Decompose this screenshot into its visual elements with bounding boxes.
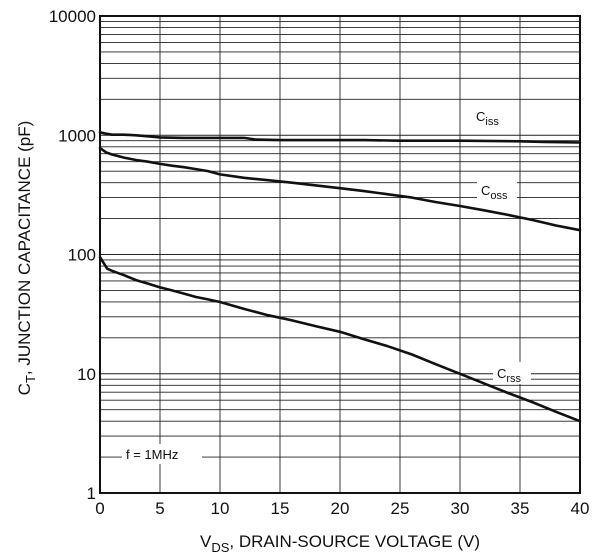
x-axis-title: VDS, DRAIN-SOURCE VOLTAGE (V) <box>200 532 480 552</box>
y-axis-title: CT, JUNCTION CAPACITANCE (pF) <box>15 121 38 396</box>
y-axis-title-sub: T <box>23 375 38 383</box>
series-line-coss <box>98 146 582 232</box>
svg-text:Coss: Coss <box>481 183 508 202</box>
x-axis-title-sub: DS <box>211 540 229 552</box>
y-tick-label: 100 <box>68 246 96 265</box>
svg-text:Crss: Crss <box>497 366 522 385</box>
x-tick-label: 35 <box>511 499 530 518</box>
x-tick-label: 10 <box>211 499 230 518</box>
series-label-ciss: Ciss <box>472 105 506 128</box>
frequency-note: f = 1MHz <box>122 444 202 464</box>
series-label-ciss-sub: iss <box>485 116 499 128</box>
series-label-crss: Crss <box>493 362 531 385</box>
frequency-note-text: f = 1MHz <box>126 447 178 462</box>
x-tick-label: 25 <box>391 499 410 518</box>
x-tick-label: 20 <box>331 499 350 518</box>
series-label-coss-main: C <box>481 183 490 198</box>
plot-frame <box>99 15 581 494</box>
series-label-coss-sub: oss <box>490 190 508 202</box>
x-tick-label: 5 <box>155 499 164 518</box>
x-tick-label: 40 <box>571 499 590 518</box>
series-label-ciss-main: C <box>476 109 485 124</box>
x-tick-label: 30 <box>451 499 470 518</box>
y-tick-label: 1000 <box>58 126 96 145</box>
y-axis-title-rest: , JUNCTION CAPACITANCE (pF) <box>15 121 34 375</box>
series-label-crss-main: C <box>497 366 506 381</box>
y-tick-label: 10000 <box>49 7 96 26</box>
series-lines <box>98 130 582 423</box>
y-tick-label: 1 <box>87 484 96 503</box>
series-line-crss <box>98 255 582 423</box>
x-tick-label: 0 <box>95 499 104 518</box>
x-axis-title-main: V <box>200 532 212 551</box>
x-tick-label: 15 <box>271 499 290 518</box>
series-label-crss-sub: rss <box>506 373 521 385</box>
y-axis-title-main: C <box>15 383 34 395</box>
tick-labels: 0 5 10 15 20 25 30 35 40 1 10 100 1000 10000 <box>49 7 590 518</box>
y-tick-label: 10 <box>77 365 96 384</box>
series-line-ciss <box>98 130 582 144</box>
x-axis-title-rest: , DRAIN-SOURCE VOLTAGE (V) <box>229 532 480 551</box>
svg-text:Ciss: Ciss <box>476 109 499 128</box>
grid <box>99 16 581 494</box>
series-label-coss: Coss <box>477 179 517 202</box>
